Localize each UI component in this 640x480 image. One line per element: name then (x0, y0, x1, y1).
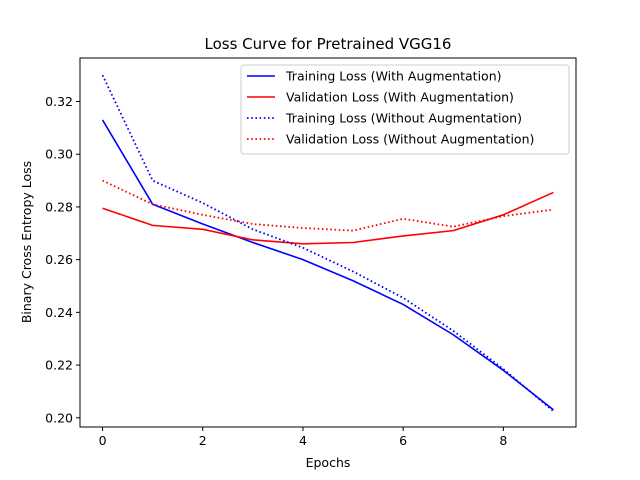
legend-label-4: Validation Loss (Without Augmentation) (286, 132, 534, 147)
series-line-2 (102, 191, 554, 245)
legend-label-1: Training Loss (With Augmentation) (285, 69, 502, 84)
y-tick-label: 0.26 (45, 252, 73, 267)
series-group (101, 74, 555, 412)
x-tick-label: 8 (499, 433, 507, 448)
y-tick-label: 0.24 (45, 305, 73, 320)
y-tick-label: 0.28 (45, 199, 73, 214)
plot-area: 0 2 4 6 8 0.20 0.22 0.24 0.26 0.28 0.30 0.32 (45, 57, 577, 448)
series-line-1 (101, 119, 554, 411)
y-tick-label: 0.20 (45, 410, 73, 425)
x-axis-title: Epochs (306, 455, 351, 470)
y-axis-title: Binary Cross Entropy Loss (19, 161, 34, 323)
y-tick-label: 0.32 (45, 94, 73, 109)
series-line-4 (102, 179, 554, 232)
y-tick-label: 0.22 (45, 358, 73, 373)
plot-frame (79, 57, 577, 428)
legend-label-3: Training Loss (Without Augmentation) (285, 111, 522, 126)
x-tick-label: 0 (99, 433, 107, 448)
legend-items: Training Loss (With Augmentation) Validat… (247, 69, 534, 147)
x-tick-label: 2 (199, 433, 207, 448)
y-tick-label: 0.30 (45, 147, 73, 162)
legend-box (240, 64, 570, 155)
x-tick-label: 6 (399, 433, 407, 448)
y-axis: 0.20 0.22 0.24 0.26 0.28 0.30 0.32 (45, 94, 80, 425)
chart-title: Loss Curve for Pretrained VGG16 (205, 35, 452, 53)
x-tick-label: 4 (299, 433, 307, 448)
series-line-3 (101, 74, 555, 412)
legend-label-2: Validation Loss (With Augmentation) (286, 90, 514, 105)
legend: Training Loss (With Augmentation) Validat… (240, 64, 570, 155)
x-axis: 0 2 4 6 8 (99, 427, 507, 448)
